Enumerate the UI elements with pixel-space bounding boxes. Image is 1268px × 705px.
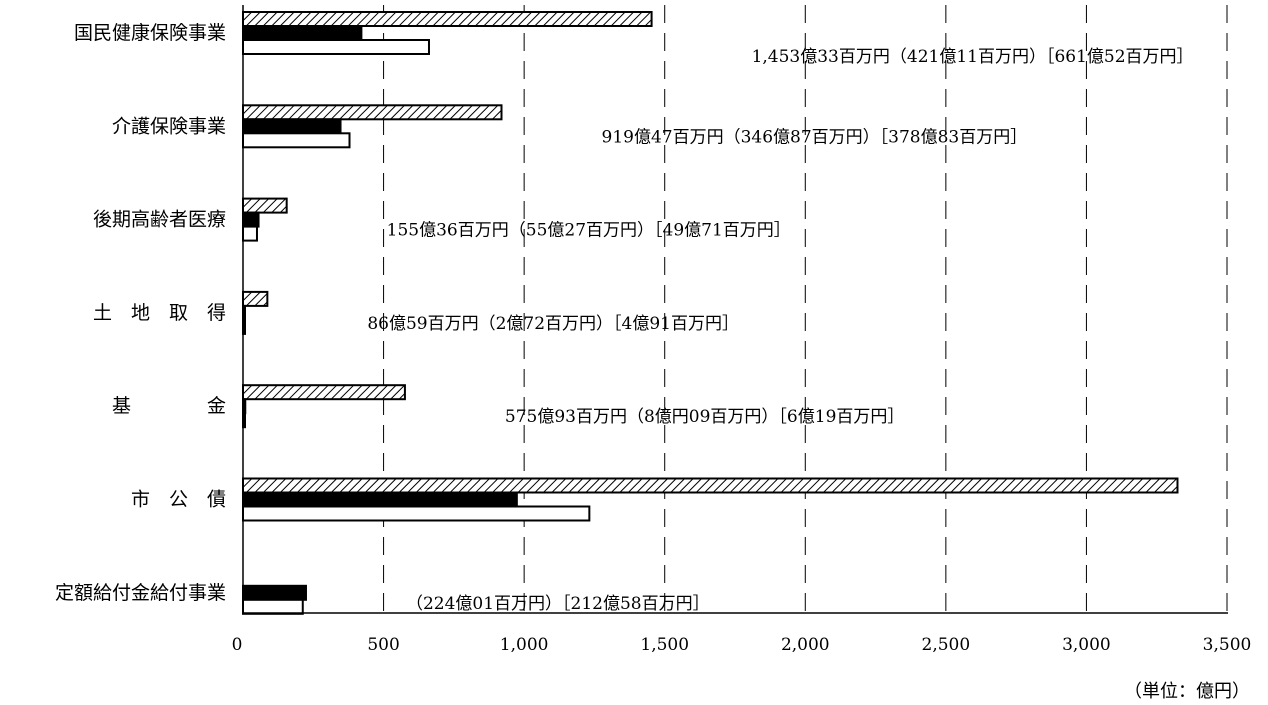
data-label: 575億93百万円（8億円09百万円）［6億19百万円］ — [505, 407, 904, 427]
category-label: 市 公 債 — [131, 489, 226, 511]
tick-label: 1,500 — [640, 635, 689, 655]
bar-hatched — [242, 197, 288, 214]
bar-hatched — [242, 477, 1179, 494]
category-label: 介護保険事業 — [112, 115, 226, 137]
tick-label: 500 — [367, 635, 399, 655]
bar-white — [242, 225, 258, 242]
bar-hatched — [242, 290, 269, 307]
tick-label: 3,500 — [1203, 635, 1252, 655]
data-label: （224億01百万円）［212億58百万円］ — [406, 594, 710, 614]
labels: 0 500 1,000 1,500 2,000 2,500 3,000 3,500 国民健康保険… — [55, 22, 1252, 655]
axes — [242, 5, 1228, 614]
bar-black — [242, 584, 307, 601]
data-label: 919億47百万円（346億87百万円）［378億83百万円］ — [602, 127, 1028, 147]
data-label: 155億36百万円（55億27百万円）［49億71百万円］ — [387, 221, 791, 241]
category-label: 土 地 取 得 — [93, 302, 226, 324]
bar-white — [242, 39, 430, 55]
category-label: 基 金 — [112, 395, 226, 417]
tick-label: 2,500 — [922, 635, 971, 655]
data-label: 86億59百万円（2億72百万円）［4億91百万円］ — [367, 314, 739, 334]
bar-white — [242, 132, 351, 149]
data-label: 1,453億33百万円（421億11百万円）［661億52百万円］ — [752, 47, 1194, 67]
bar-white — [242, 598, 304, 615]
gridlines — [383, 5, 1228, 613]
category-label: 定額給付金給付事業 — [55, 582, 226, 604]
unit-label: （単位：億円） — [1124, 681, 1250, 702]
bar-hatched — [242, 11, 653, 27]
bar-black — [242, 491, 518, 508]
bar-black — [242, 118, 342, 135]
tick-label: 1,000 — [500, 635, 549, 655]
tick-label: 3,000 — [1062, 635, 1111, 655]
category-label: 国民健康保険事業 — [74, 22, 226, 44]
tick-label: 2,000 — [781, 635, 830, 655]
bar-white — [242, 505, 591, 522]
category-label: 後期高齢者医療 — [93, 209, 226, 231]
tick-label: 0 — [232, 635, 243, 655]
bar-black — [242, 25, 363, 41]
bar-black — [242, 211, 260, 228]
bar-hatched — [242, 384, 406, 401]
bar-hatched — [242, 104, 503, 121]
